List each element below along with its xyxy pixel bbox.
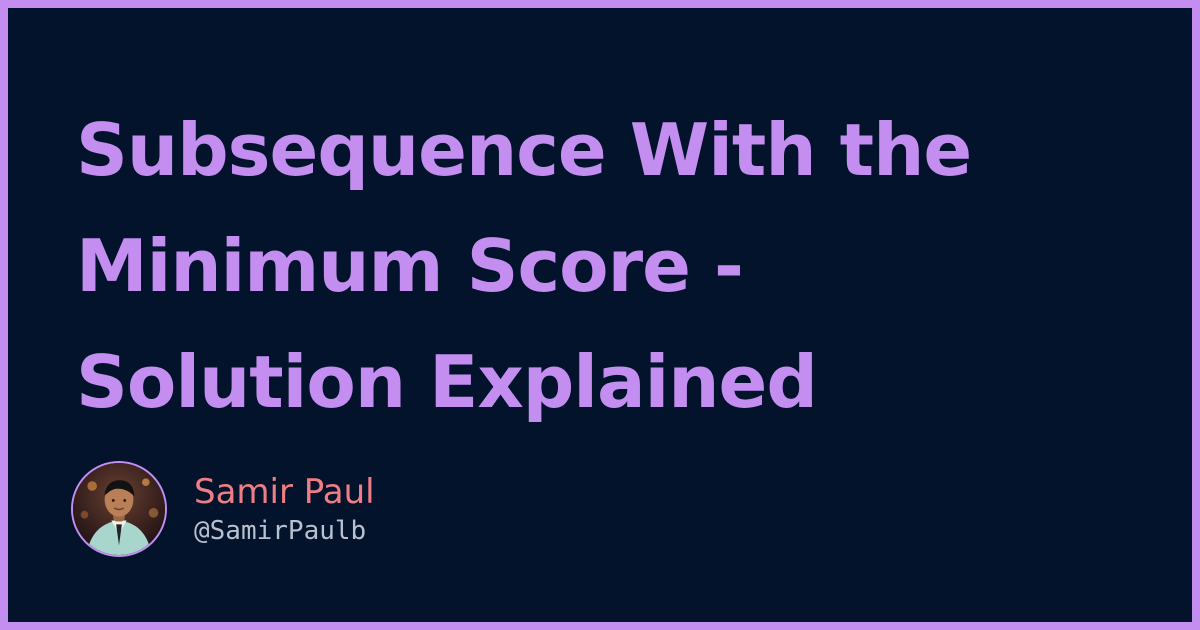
author-text: Samir Paul @SamirPaulb bbox=[194, 471, 375, 547]
avatar bbox=[71, 461, 167, 557]
author-name: Samir Paul bbox=[194, 472, 375, 512]
title-line-3: Solution Explained bbox=[76, 340, 818, 424]
page-title: Subsequence With the Minimum Score - Sol… bbox=[76, 92, 1136, 440]
author-handle: @SamirPaulb bbox=[194, 516, 367, 546]
author-block: Samir Paul @SamirPaulb bbox=[71, 459, 375, 559]
title-line-2: Minimum Score - bbox=[76, 224, 744, 308]
person-avatar-icon bbox=[73, 463, 165, 555]
title-line-1: Subsequence With the bbox=[76, 108, 972, 192]
social-card: Subsequence With the Minimum Score - Sol… bbox=[8, 8, 1192, 622]
